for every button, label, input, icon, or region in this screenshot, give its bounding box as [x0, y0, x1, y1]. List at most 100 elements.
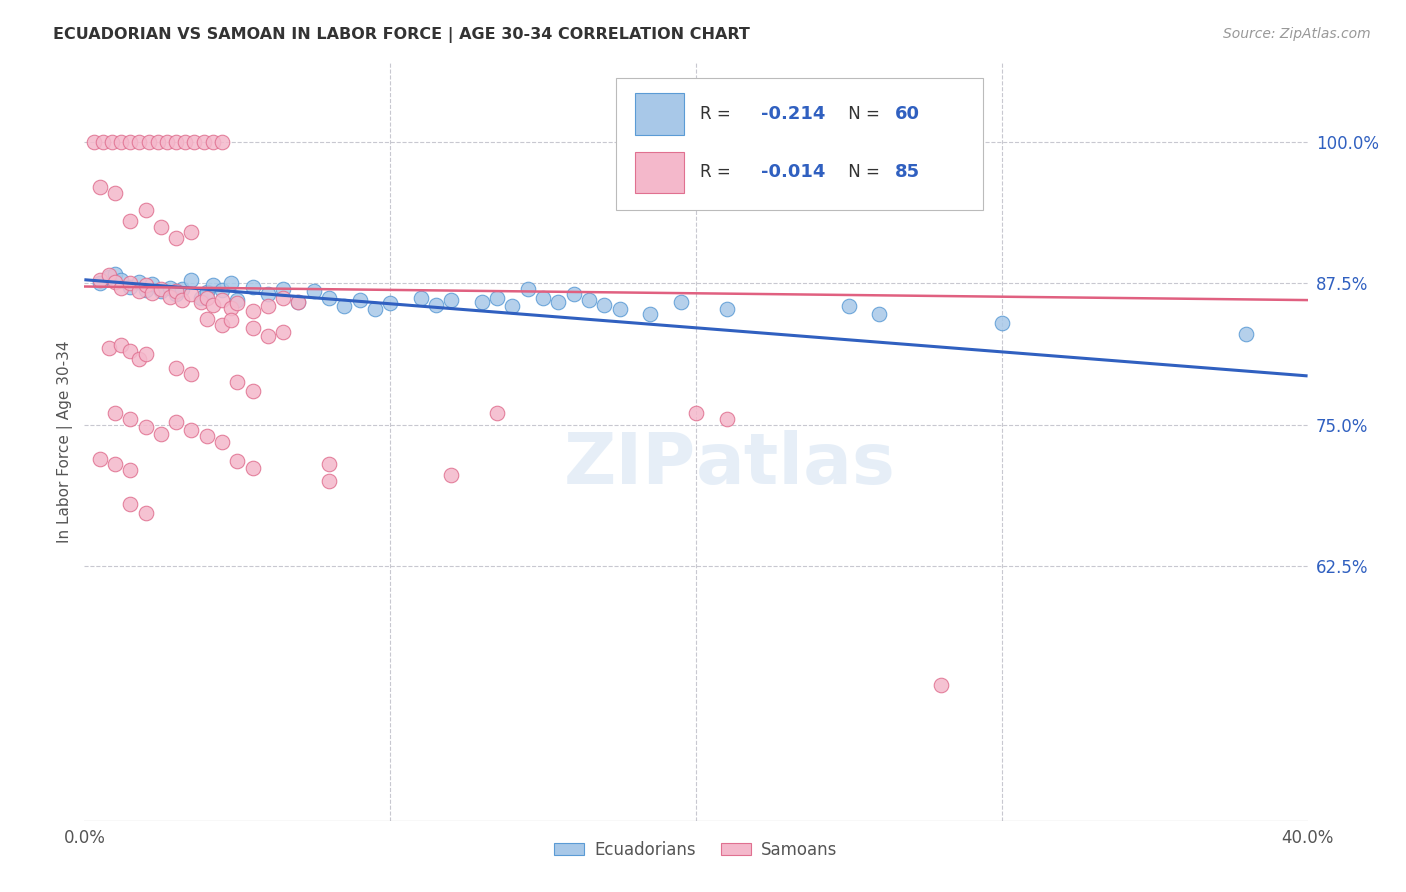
Point [211, 434, 233, 449]
Text: ZIP: ZIP [564, 430, 696, 499]
Point [101, 135, 124, 149]
Point [120, 344, 142, 359]
Text: N =: N = [842, 163, 884, 181]
Legend: Ecuadorians, Samoans: Ecuadorians, Samoans [548, 834, 844, 865]
Point [135, 283, 157, 297]
Point [183, 135, 205, 149]
Point [531, 291, 554, 305]
Point [165, 231, 187, 245]
Text: N =: N = [842, 105, 884, 123]
Point [135, 506, 157, 520]
Text: atlas: atlas [696, 430, 896, 499]
Point [174, 135, 197, 149]
Point [135, 278, 157, 293]
Point [211, 318, 233, 332]
Point [257, 287, 280, 301]
Point [149, 219, 172, 234]
Point [128, 275, 150, 289]
Point [135, 347, 157, 361]
Point [364, 302, 387, 317]
Bar [636, 152, 683, 194]
Point [141, 286, 163, 301]
Text: ECUADORIAN VS SAMOAN IN LABOR FORCE | AGE 30-34 CORRELATION CHART: ECUADORIAN VS SAMOAN IN LABOR FORCE | AG… [53, 27, 751, 43]
Point [180, 367, 202, 381]
Point [349, 293, 371, 307]
Point [440, 468, 463, 483]
Point [318, 457, 340, 471]
Point [302, 284, 325, 298]
Point [685, 406, 707, 420]
Point [149, 282, 172, 296]
Point [104, 406, 127, 420]
Point [242, 304, 264, 318]
Point [471, 295, 494, 310]
Point [271, 291, 294, 305]
Point [318, 474, 340, 488]
Point [104, 275, 127, 289]
Point [120, 276, 142, 290]
Point [516, 282, 538, 296]
Point [593, 297, 616, 311]
Bar [636, 93, 683, 135]
Point [226, 293, 249, 307]
Point [486, 291, 509, 305]
Point [211, 135, 233, 149]
Text: -0.014: -0.014 [761, 163, 825, 181]
Point [149, 426, 172, 441]
Point [110, 280, 132, 294]
Text: 85: 85 [896, 163, 921, 181]
Point [146, 135, 169, 149]
Point [271, 325, 294, 339]
Point [190, 295, 212, 310]
Point [219, 313, 242, 327]
Point [271, 282, 294, 296]
Point [242, 279, 264, 293]
Point [716, 302, 738, 317]
Point [165, 415, 187, 429]
Point [159, 280, 181, 294]
Point [195, 312, 218, 326]
Bar [616, 78, 983, 211]
Point [201, 135, 224, 149]
Point [97, 270, 120, 285]
Point [165, 135, 187, 149]
Point [562, 287, 585, 301]
Point [318, 291, 340, 305]
Y-axis label: In Labor Force | Age 30-34: In Labor Force | Age 30-34 [58, 340, 73, 543]
Text: R =: R = [700, 105, 735, 123]
Point [128, 351, 150, 366]
Point [201, 297, 224, 311]
Point [138, 135, 160, 149]
Point [165, 287, 187, 301]
Point [97, 268, 120, 283]
Point [242, 384, 264, 398]
Point [135, 420, 157, 434]
Point [128, 284, 150, 298]
Point [165, 361, 187, 376]
Point [838, 299, 860, 313]
Point [716, 412, 738, 426]
Point [180, 273, 202, 287]
Point [120, 412, 142, 426]
Point [226, 296, 249, 310]
Point [89, 180, 111, 194]
Point [97, 341, 120, 355]
Point [89, 276, 111, 290]
Point [180, 423, 202, 437]
Point [1358, 440, 1381, 454]
Point [1236, 326, 1258, 341]
Point [211, 283, 233, 297]
Point [128, 135, 150, 149]
Text: R =: R = [700, 163, 735, 181]
Point [193, 135, 215, 149]
Point [425, 297, 447, 311]
Point [869, 307, 891, 321]
Point [172, 293, 194, 307]
Point [502, 299, 524, 313]
Point [287, 295, 309, 310]
Point [91, 135, 114, 149]
Point [547, 295, 569, 310]
Point [991, 316, 1014, 330]
Point [89, 451, 111, 466]
Point [242, 321, 264, 335]
